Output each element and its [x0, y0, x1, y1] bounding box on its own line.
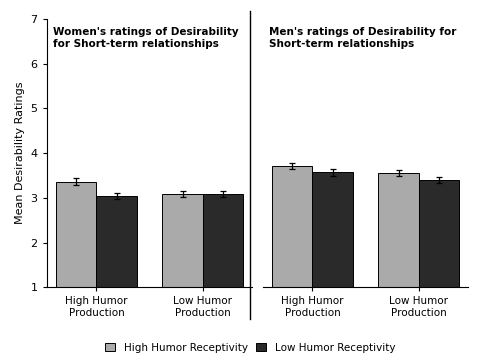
- Bar: [202, 194, 243, 332]
- Bar: [56, 182, 96, 332]
- Bar: [272, 166, 312, 332]
- Bar: [418, 180, 459, 332]
- Y-axis label: Mean Desirability Ratings: Mean Desirability Ratings: [15, 82, 25, 224]
- Text: Women's ratings of Desirability
for Short-term relationships: Women's ratings of Desirability for Shor…: [53, 27, 238, 49]
- Legend: High Humor Receptivity, Low Humor Receptivity: High Humor Receptivity, Low Humor Recept…: [100, 338, 400, 357]
- Bar: [96, 196, 137, 332]
- Text: Men's ratings of Desirability for
Short-term relationships: Men's ratings of Desirability for Short-…: [269, 27, 456, 49]
- Bar: [378, 173, 418, 332]
- Bar: [162, 194, 202, 332]
- Bar: [312, 172, 353, 332]
